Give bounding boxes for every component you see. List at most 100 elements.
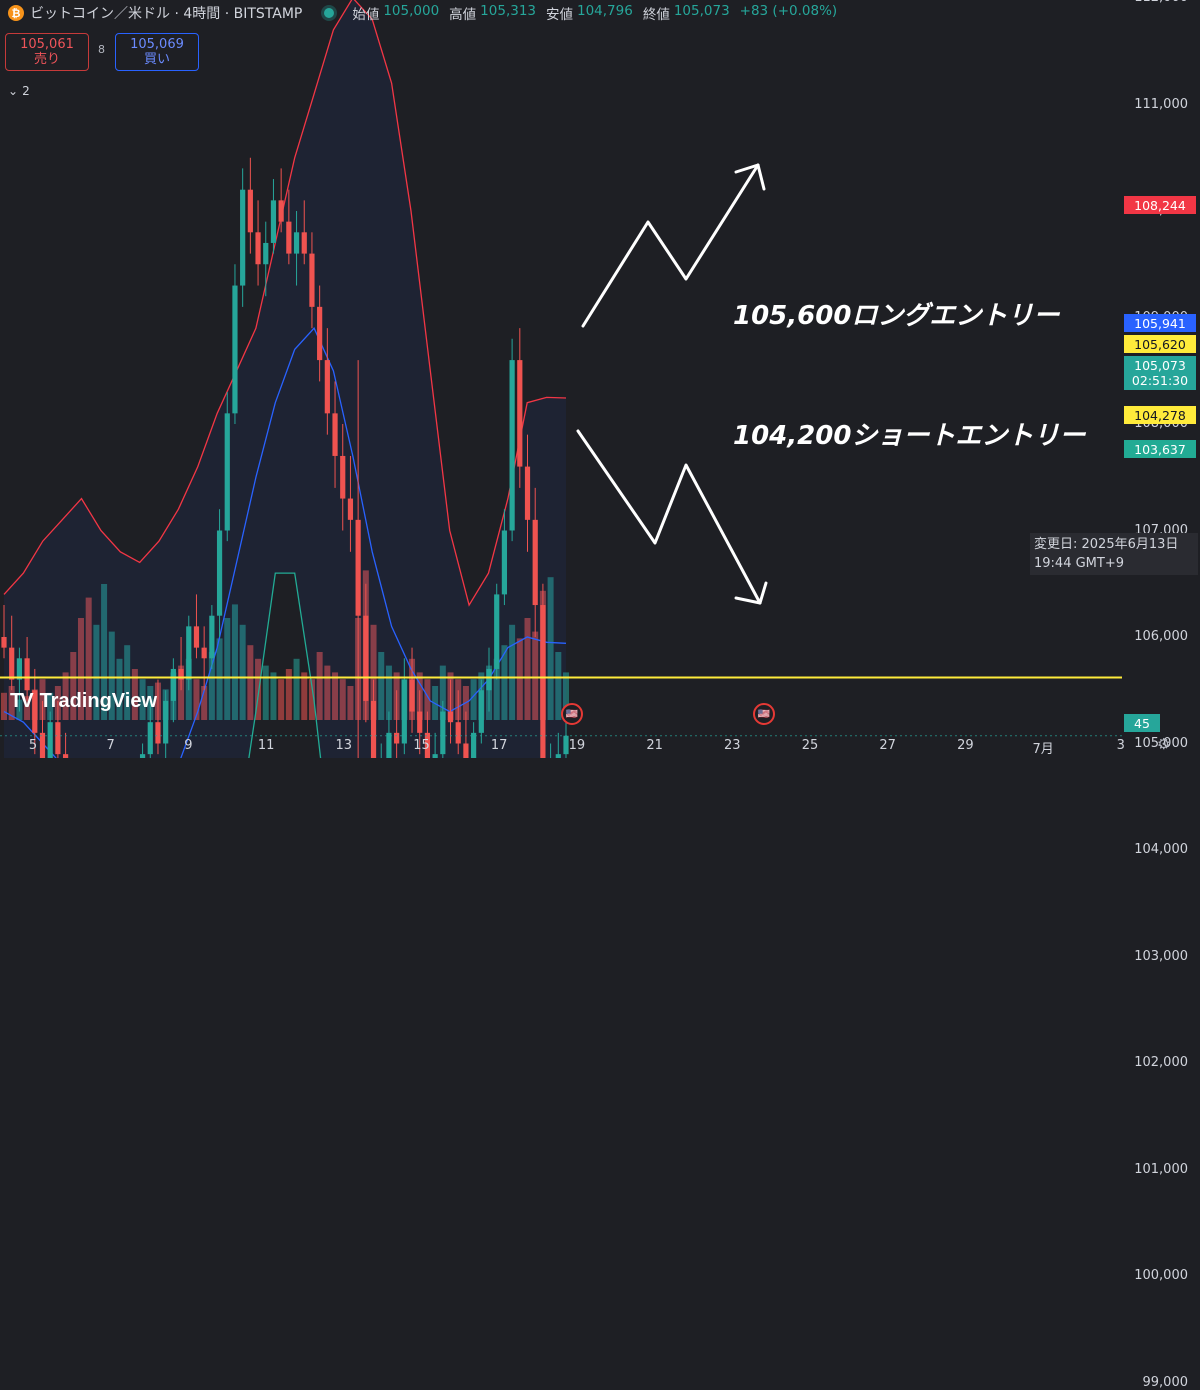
mid-band-line: [3, 327, 567, 758]
volume-bar: [493, 658, 500, 720]
spread-value: 8: [98, 43, 105, 56]
volume-bar: [308, 679, 315, 720]
gear-icon[interactable]: ⚙: [1157, 735, 1171, 753]
volume-bar: [262, 665, 269, 720]
volume-bar: [1, 692, 7, 720]
candle-body: [232, 285, 238, 414]
volume-bar: [255, 658, 262, 720]
buy-price: 105,069: [130, 37, 184, 52]
volume-bar: [116, 658, 123, 720]
volume-bar: [193, 679, 200, 720]
candle-body: [332, 413, 338, 456]
candle-body: [39, 732, 46, 758]
scenario-arrows: [576, 163, 768, 605]
sell-button[interactable]: 105,061 売り: [5, 33, 89, 71]
price-tag: 105,073 02:51:30: [1124, 356, 1196, 390]
ohlc-readout: 始値 105,000 高値 105,313 安値 104,796 終値 105,073 +83 …: [352, 3, 843, 23]
candle-body: [455, 722, 461, 744]
candle-body: [286, 221, 292, 254]
price-tag: 108,244: [1124, 196, 1196, 214]
buy-button[interactable]: 105,069 買い: [115, 33, 199, 71]
candle-body: [55, 722, 61, 755]
lower-band-line: [248, 572, 322, 758]
candle-body: [62, 754, 69, 758]
chevron-down-icon: ⌄: [8, 84, 19, 98]
volume-bar: [547, 577, 554, 720]
volume-bar: [332, 672, 339, 720]
candle-body: [509, 360, 515, 531]
candle-body: [16, 658, 22, 680]
price-axis-label: 111,000: [1134, 96, 1188, 112]
candle-body: [201, 647, 207, 659]
countdown-timer: 02:51:30: [1131, 373, 1189, 388]
volume-bar: [239, 624, 246, 720]
candle-body: [517, 360, 523, 467]
price-tag-value: 105,073: [1134, 358, 1186, 373]
ohlc-label: 安値: [546, 7, 573, 23]
us-flag-event-icon[interactable]: 🇺🇸: [561, 703, 583, 725]
upper-band-line: [3, 0, 567, 607]
price-tag-value: 45: [1134, 715, 1150, 731]
candle-body: [247, 189, 253, 233]
candle-body: [209, 615, 215, 659]
volume-bars: [1, 570, 569, 720]
volume-bar: [216, 638, 223, 720]
price-chart[interactable]: [0, 0, 1200, 758]
us-flag-event-icon[interactable]: 🇺🇸: [753, 703, 775, 725]
tradingview-logo: TV TradingView: [10, 690, 157, 713]
candle-body: [263, 242, 269, 265]
candle-body: [486, 668, 492, 691]
long-entry-annotation: 105,600ロングエントリー: [733, 301, 1060, 331]
indicator-collapse-toggle[interactable]: ⌄ 2: [8, 82, 42, 100]
ohlc-label: 終値: [642, 7, 670, 23]
volume-bar: [424, 679, 431, 720]
volume-bar: [555, 652, 562, 720]
short-scenario-arrow: [576, 429, 762, 605]
long-scenario-arrow: [581, 163, 760, 328]
time-axis-label: 27: [879, 738, 896, 753]
sell-price: 105,061: [20, 37, 74, 52]
ohlc-label: 始値: [352, 7, 380, 23]
candle-body: [471, 732, 477, 758]
indicator-count: 2: [22, 84, 30, 98]
candle-body: [340, 455, 346, 499]
candle-body: [139, 754, 146, 758]
volume-bar: [532, 631, 539, 720]
candle-body: [170, 668, 176, 701]
ohlc-value: 105,073: [673, 3, 730, 19]
price-tag-value: 105,941: [1134, 315, 1186, 331]
symbol-title[interactable]: ビットコイン／米ドル · 4時間 · BITSTAMP: [30, 6, 303, 22]
volume-bar: [39, 679, 46, 720]
time-axis-label: 7: [106, 738, 115, 753]
candle-body: [147, 722, 153, 755]
time-axis-label: 7月: [1032, 742, 1054, 757]
candle-body: [347, 498, 354, 520]
volume-bar: [131, 669, 138, 720]
candle-body: [24, 658, 30, 691]
volume-bar: [316, 652, 323, 720]
price-axis-label: 103,000: [1134, 948, 1188, 964]
volume-bar: [339, 679, 346, 720]
candle-body: [224, 413, 230, 531]
bitcoin-icon: ₿: [8, 5, 24, 21]
volume-bar: [101, 584, 108, 720]
time-axis-label: 9: [184, 738, 193, 753]
time-axis-label: 25: [801, 738, 819, 753]
price-tag-value: 105,620: [1134, 336, 1186, 352]
candle-body: [394, 732, 400, 744]
volume-bar: [201, 686, 208, 720]
volume-bar: [224, 618, 231, 720]
volume-bar: [178, 665, 185, 720]
price-tag-value: 104,278: [1134, 407, 1186, 423]
volume-bar: [47, 692, 54, 720]
sell-label: 売り: [33, 52, 60, 67]
candle-body: [32, 690, 38, 733]
volume-bar: [347, 686, 354, 720]
candle-body: [417, 711, 423, 733]
volume-bar: [85, 597, 92, 720]
price-axis-label: 99,000: [1142, 1374, 1189, 1390]
price-levels: [0, 676, 1122, 737]
candle-body: [355, 519, 361, 616]
volume-bar: [247, 645, 254, 720]
volume-bar: [77, 618, 84, 720]
